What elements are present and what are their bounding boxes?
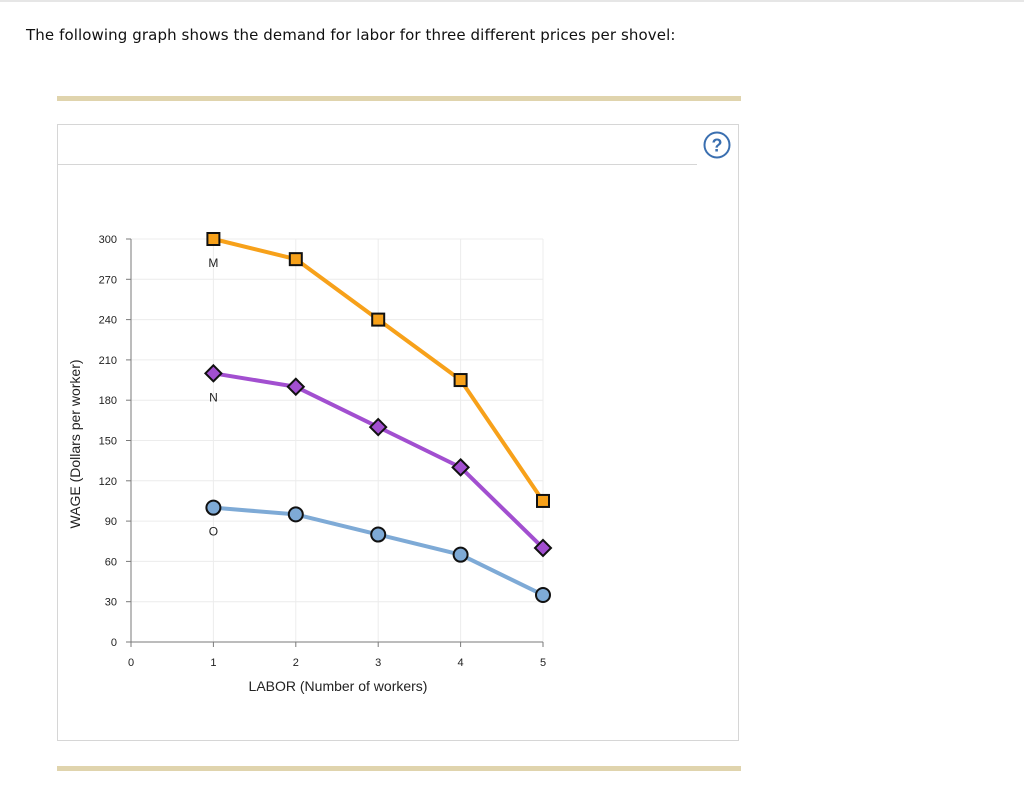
y-tick-label: 240 [99,315,117,327]
data-point-o [452,546,469,563]
data-point-m [453,373,468,388]
data-point-m [288,252,303,267]
y-tick-label: 0 [111,637,117,649]
chart-axes: 0 30 60 90 120 150 180 210 240 270 300 0 1 2 3 4 5 [99,234,546,669]
top-divider [0,0,1024,2]
y-tick-label: 210 [99,355,117,367]
y-tick-label: 270 [99,274,117,286]
x-axis-label: LABOR (Number of workers) [249,678,428,694]
x-tick-label: 0 [128,657,134,669]
data-point-o [370,526,387,543]
data-point-o [287,506,304,523]
data-point-m [536,493,550,508]
data-point-m [371,312,386,327]
series-label-n: N [209,390,218,404]
data-point-n [451,457,471,477]
x-tick-label: 2 [293,657,299,669]
data-point-n [286,377,306,397]
x-tick-label: 5 [540,657,546,669]
y-tick-label: 120 [99,476,117,488]
x-tick-label: 3 [375,657,381,669]
help-button[interactable]: ? [703,131,731,159]
y-tick-label: 60 [105,556,117,568]
series-label-m: M [208,256,218,270]
graph-panel [57,124,739,741]
series-label-o: O [209,525,218,539]
graph-panel-header [58,125,697,165]
bottom-gold-divider [57,766,741,771]
x-tick-label: 4 [458,657,464,669]
chart-series: M N O [203,232,553,603]
data-point-o [205,499,222,516]
data-point-n [368,417,388,437]
data-point-m [206,232,221,246]
y-tick-label: 180 [99,395,117,407]
data-point-n [203,363,223,383]
x-tick-label: 1 [210,657,216,669]
question-text: The following graph shows the demand for… [26,26,676,44]
data-point-n [533,538,553,558]
chart-grid [131,238,544,642]
y-tick-label: 90 [105,516,117,528]
y-tick-label: 300 [99,234,117,246]
y-tick-label: 30 [105,597,117,609]
top-gold-divider [57,96,741,101]
data-point-o [535,586,551,603]
question-mark-icon [703,131,731,159]
help-button-label: ? [712,136,723,156]
y-axis-label: WAGE (Dollars per worker) [67,359,83,528]
y-tick-label: 150 [99,436,117,448]
